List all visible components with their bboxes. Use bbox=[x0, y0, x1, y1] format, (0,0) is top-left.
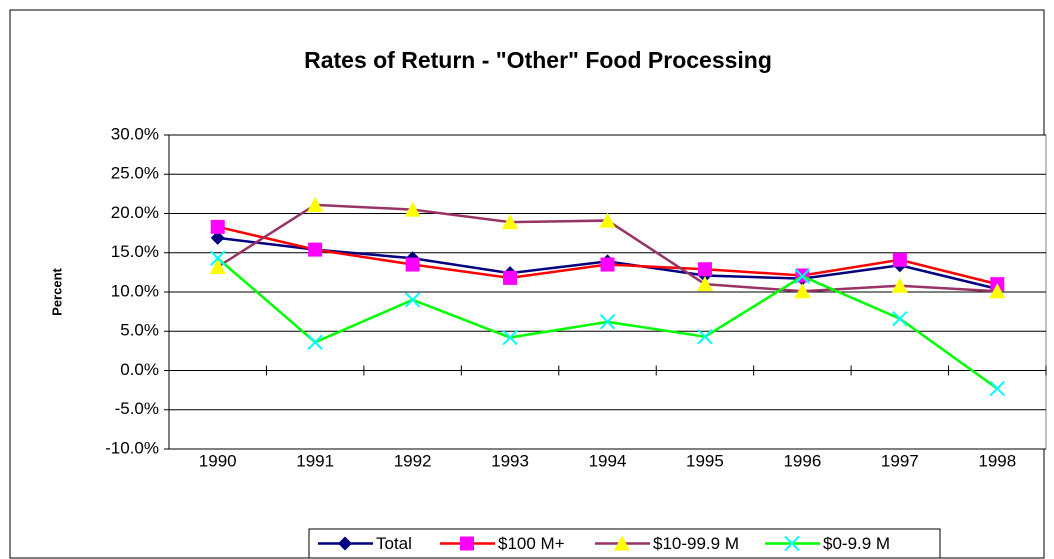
marker bbox=[503, 270, 518, 285]
marker bbox=[697, 329, 713, 345]
x-tick-label: 1997 bbox=[881, 451, 919, 470]
marker bbox=[209, 258, 226, 274]
marker bbox=[502, 329, 518, 346]
marker bbox=[892, 310, 908, 327]
y-tick-label: 10.0% bbox=[111, 281, 159, 300]
y-tick-label: 15.0% bbox=[111, 242, 159, 261]
y-tick-label: 5.0% bbox=[120, 321, 159, 340]
marker bbox=[404, 292, 421, 308]
x-tick-label: 1996 bbox=[783, 451, 821, 470]
marker bbox=[600, 257, 615, 272]
x-tick-label: 1992 bbox=[394, 451, 432, 470]
marker bbox=[210, 219, 225, 234]
legend-label: Total bbox=[376, 534, 412, 553]
marker bbox=[404, 201, 421, 217]
marker bbox=[308, 242, 323, 257]
y-tick-label: 20.0% bbox=[111, 203, 159, 222]
marker bbox=[794, 268, 811, 285]
x-tick-label: 1990 bbox=[199, 451, 237, 470]
chart-title: Rates of Return - "Other" Food Processin… bbox=[304, 47, 772, 73]
legend-label: $100 M+ bbox=[498, 534, 565, 553]
marker bbox=[338, 536, 352, 551]
y-tick-label: -10.0% bbox=[105, 438, 159, 457]
marker bbox=[599, 212, 616, 228]
y-tick-label: 30.0% bbox=[111, 124, 159, 143]
marker bbox=[614, 535, 630, 551]
marker bbox=[502, 214, 519, 230]
marker bbox=[599, 314, 616, 330]
marker bbox=[794, 283, 811, 299]
marker bbox=[307, 334, 323, 350]
marker bbox=[696, 276, 713, 292]
marker bbox=[460, 536, 474, 551]
x-tick-label: 1994 bbox=[589, 451, 627, 470]
marker bbox=[989, 380, 1005, 397]
x-tick-label: 1998 bbox=[978, 451, 1016, 470]
legend-label: $10-99.9 M bbox=[653, 534, 739, 553]
x-tick-label: 1991 bbox=[296, 451, 334, 470]
y-axis-label: Percent bbox=[49, 267, 64, 315]
marker bbox=[892, 252, 907, 267]
marker bbox=[307, 196, 324, 212]
marker bbox=[989, 283, 1006, 299]
marker bbox=[697, 262, 712, 277]
marker bbox=[784, 535, 800, 552]
x-tick-label: 1995 bbox=[686, 451, 724, 470]
marker bbox=[210, 250, 226, 266]
y-tick-label: 25.0% bbox=[111, 164, 159, 183]
y-tick-label: -5.0% bbox=[115, 399, 159, 418]
marker bbox=[405, 257, 420, 272]
legend-label: $0-9.9 M bbox=[823, 534, 890, 553]
marker bbox=[210, 230, 225, 245]
x-tick-label: 1993 bbox=[491, 451, 529, 470]
y-tick-label: 0.0% bbox=[120, 360, 159, 379]
marker bbox=[891, 277, 908, 293]
